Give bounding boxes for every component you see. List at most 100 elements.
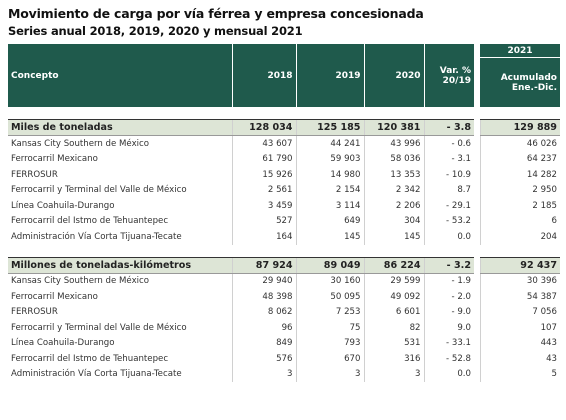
table-row: FERROSUR 15 926 14 980 13 353- 10.9 14 282 <box>8 167 560 183</box>
cell: 164 <box>231 229 296 245</box>
cell: 43 996 <box>363 135 424 152</box>
cell: 9.0 <box>423 320 474 336</box>
cell: 86 224 <box>363 256 424 274</box>
cell: 43 <box>479 351 560 367</box>
cell: 59 903 <box>295 151 364 167</box>
cell: 2 342 <box>363 182 424 198</box>
table-row: Ferrocarril Mexicano 48 398 50 095 49 092- … <box>8 289 560 305</box>
column-header: Concepto <box>8 44 232 107</box>
spacer <box>474 289 480 305</box>
cell: 8 062 <box>231 304 296 320</box>
column-header: Acumulado Ene.-Dic. <box>480 57 560 107</box>
cell: 54 387 <box>479 289 560 305</box>
table-row: Administración Vía Corta Tijuana-Tecate 3… <box>8 366 560 382</box>
spacer <box>474 213 480 229</box>
section-row: Miles de toneladas 128 034 125 185 120 381-… <box>8 119 560 136</box>
row-label: Administración Vía Corta Tijuana-Tecate <box>11 231 182 242</box>
cell: 5 <box>479 366 560 382</box>
spacer <box>474 320 480 336</box>
cell: 849 <box>231 335 296 351</box>
header-line: Var. % <box>439 65 471 76</box>
table-row: Ferrocarril Mexicano 61 790 59 903 58 036- … <box>8 151 560 167</box>
cell: 107 <box>479 320 560 336</box>
row-label: Ferrocarril y Terminal del Valle de Méxi… <box>11 185 187 196</box>
cell: 204 <box>479 229 560 245</box>
cell: 129 889 <box>479 119 560 136</box>
cell: 443 <box>479 335 560 351</box>
cell: 30 160 <box>295 273 364 289</box>
row-label: Ferrocarril del Istmo de Tehuantepec <box>11 353 169 364</box>
spacer <box>474 151 480 167</box>
cell: - 52.8 <box>423 351 474 367</box>
cell: 87 924 <box>231 256 296 274</box>
cell: 89 049 <box>295 256 364 274</box>
spacer <box>8 107 560 120</box>
row-label: Administración Vía Corta Tijuana-Tecate <box>11 369 182 380</box>
spacer <box>474 167 480 183</box>
cell: - 0.6 <box>423 135 474 152</box>
cell: 316 <box>363 351 424 367</box>
table-row: Ferrocarril y Terminal del Valle de Méxi… <box>8 182 560 198</box>
cell: 3 <box>363 366 424 382</box>
cell: 75 <box>295 320 364 336</box>
cell: 58 036 <box>363 151 424 167</box>
row-label: FERROSUR <box>11 307 58 318</box>
spacer <box>474 198 480 214</box>
row-label: Ferrocarril del Istmo de Tehuantepec <box>11 216 169 227</box>
cell: - 29.1 <box>423 198 474 214</box>
row-label: Línea Coahuila-Durango <box>11 200 115 211</box>
spacer <box>8 245 560 258</box>
table-body: Miles de toneladas 128 034 125 185 120 381-… <box>8 107 560 382</box>
cell: 3 114 <box>295 198 364 214</box>
cell: 576 <box>231 351 296 367</box>
column-header: 2018 <box>231 44 296 107</box>
spacer-row <box>8 245 560 258</box>
spacer <box>474 304 480 320</box>
cell: 304 <box>363 213 424 229</box>
table-row: Ferrocarril y Terminal del Valle de Méxi… <box>8 320 560 336</box>
cell: 61 790 <box>231 151 296 167</box>
table-row: Línea Coahuila-Durango 3 459 3 114 2 206- 2… <box>8 198 560 214</box>
cell: 15 926 <box>231 167 296 183</box>
spacer <box>474 351 480 367</box>
cell: 29 599 <box>363 273 424 289</box>
cell: 46 026 <box>479 135 560 152</box>
row-label: Ferrocarril y Terminal del Valle de Méxi… <box>11 322 187 333</box>
spacer <box>474 182 480 198</box>
table-row: Línea Coahuila-Durango 849 793 531- 33.1 443 <box>8 335 560 351</box>
cell: 30 396 <box>479 273 560 289</box>
cell: 43 607 <box>231 135 296 152</box>
cell: 7 056 <box>479 304 560 320</box>
group-header: 2021 <box>480 44 560 58</box>
cell: 120 381 <box>363 119 424 136</box>
cell: - 1.9 <box>423 273 474 289</box>
cell: 13 353 <box>363 167 424 183</box>
row-label: Ferrocarril Mexicano <box>11 291 98 302</box>
cell: 92 437 <box>479 256 560 274</box>
cell: 0.0 <box>423 366 474 382</box>
cell: 8.7 <box>423 182 474 198</box>
row-label: FERROSUR <box>11 169 58 180</box>
cell: 44 241 <box>295 135 364 152</box>
spacer <box>474 273 480 289</box>
cell: 50 095 <box>295 289 364 305</box>
cell: 145 <box>363 229 424 245</box>
spacer-row <box>8 107 560 120</box>
subtitle: Series anual 2018, 2019, 2020 y mensual … <box>8 24 303 38</box>
cell: 128 034 <box>231 119 296 136</box>
cell: 29 940 <box>231 273 296 289</box>
table-row: Kansas City Southern de México 43 607 44 2… <box>8 135 560 152</box>
cell: 64 237 <box>479 151 560 167</box>
header-line: Ene.-Dic. <box>511 82 557 93</box>
cell: 145 <box>295 229 364 245</box>
cell: 649 <box>295 213 364 229</box>
cell: - 3.1 <box>423 151 474 167</box>
header-line: Acumulado <box>500 72 557 83</box>
cell: 2 154 <box>295 182 364 198</box>
cell: 6 <box>479 213 560 229</box>
table-row: Kansas City Southern de México 29 940 30 1… <box>8 273 560 289</box>
cell: 2 950 <box>479 182 560 198</box>
header-line: 20/19 <box>442 75 471 86</box>
data-table: Concepto 2018 2019 2020 Var. % 20/19 2021… <box>8 44 560 382</box>
